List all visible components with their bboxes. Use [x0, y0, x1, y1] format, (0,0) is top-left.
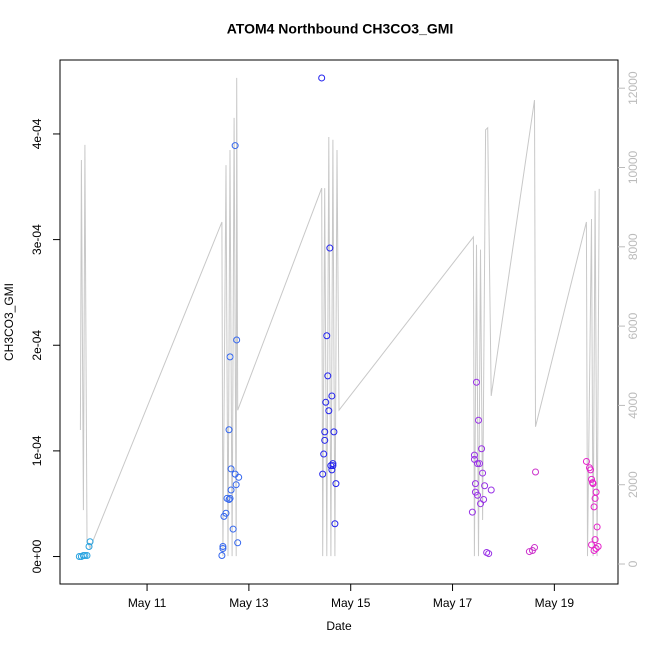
point: [590, 503, 598, 511]
point: [322, 398, 330, 406]
point: [332, 480, 340, 488]
y-tick-label: 2e-04: [30, 330, 44, 361]
x-tick-label: May 19: [535, 596, 575, 610]
y-tick-label: 1e-04: [30, 435, 44, 466]
point: [478, 445, 486, 453]
y2-tick-label: 2000: [626, 471, 640, 498]
point: [226, 494, 234, 502]
point: [81, 551, 89, 559]
point: [218, 551, 226, 559]
y2-tick-label: 12000: [626, 71, 640, 105]
point: [594, 542, 602, 550]
point: [481, 482, 489, 490]
point: [319, 470, 327, 478]
point: [487, 486, 495, 494]
point: [225, 495, 233, 503]
y2-tick-label: 4000: [626, 392, 640, 419]
point: [330, 428, 338, 436]
point: [320, 450, 328, 458]
point: [582, 457, 590, 465]
point: [589, 480, 597, 488]
point: [473, 460, 481, 468]
point: [588, 475, 596, 483]
point: [83, 551, 91, 559]
point: [328, 466, 336, 474]
x-tick-label: May 17: [433, 596, 473, 610]
chart-title: ATOM4 Northbound CH3CO3_GMI: [227, 21, 454, 37]
point: [235, 473, 243, 481]
point: [321, 436, 329, 444]
point: [329, 460, 337, 468]
point: [592, 545, 600, 553]
point: [323, 332, 331, 340]
y-tick-label: 0e+00: [30, 539, 44, 573]
point: [86, 538, 94, 546]
point: [485, 550, 493, 558]
point: [472, 378, 480, 386]
point: [587, 466, 595, 474]
y2-tick-label: 0: [626, 560, 640, 567]
x-tick-label: May 15: [331, 596, 371, 610]
point: [227, 486, 235, 494]
point: [329, 462, 337, 470]
y2-tick-label: 10000: [626, 150, 640, 184]
point: [227, 465, 235, 473]
point: [232, 481, 240, 489]
point: [471, 480, 479, 488]
point: [328, 392, 336, 400]
point: [229, 525, 237, 533]
point: [325, 407, 333, 415]
point: [331, 520, 339, 528]
point: [324, 372, 332, 380]
y-axis-label: CH3CO3_GMI: [2, 283, 16, 361]
point: [590, 547, 598, 555]
y2-tick-label: 8000: [626, 233, 640, 260]
plot-frame: [59, 59, 619, 585]
point: [588, 541, 596, 549]
altitude-line: [79, 77, 600, 557]
point: [479, 469, 487, 477]
point: [473, 491, 481, 499]
point: [475, 416, 482, 424]
point: [219, 545, 227, 553]
point: [480, 495, 488, 503]
point: [321, 428, 329, 436]
x-tick-label: May 11: [128, 596, 167, 610]
point: [476, 460, 484, 468]
point: [326, 244, 334, 252]
point: [222, 509, 230, 517]
y2-tick-label: 6000: [626, 312, 640, 339]
point: [85, 542, 93, 550]
point: [593, 523, 601, 531]
x-axis-label: Date: [326, 619, 352, 633]
point: [234, 539, 242, 547]
point: [525, 548, 533, 556]
point: [233, 336, 241, 344]
point: [468, 508, 476, 516]
point: [318, 74, 326, 82]
point: [470, 451, 478, 459]
point: [532, 468, 540, 476]
point: [219, 542, 227, 550]
point: [225, 426, 233, 434]
y-tick-label: 3e-04: [30, 224, 44, 255]
point: [327, 462, 335, 470]
point: [226, 353, 234, 361]
point: [592, 488, 600, 496]
point: [591, 536, 599, 544]
y-tick-label: 4e-04: [30, 118, 44, 149]
x-tick-label: May 13: [229, 596, 269, 610]
point: [231, 142, 239, 150]
point: [531, 544, 539, 552]
